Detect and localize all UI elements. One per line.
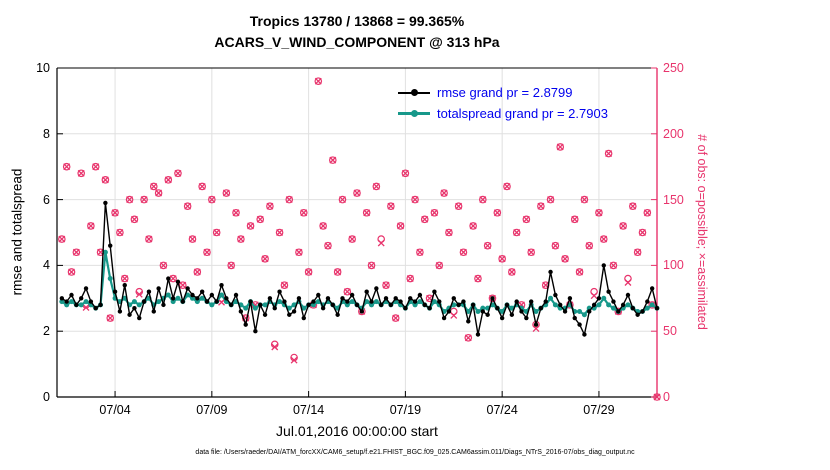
x-tick-label: 07/29 [583, 403, 615, 417]
y-left-tick-label: 6 [43, 192, 50, 207]
y-left-tick-label: 8 [43, 126, 50, 141]
legend-label-rmse: rmse grand pr = 2.8799 [437, 85, 573, 100]
chart-title: Tropics 13780 / 13868 = 99.365% [249, 13, 465, 29]
data-file-caption: data file: /Users/raeder/DAI/ATM_forcXX/… [195, 449, 635, 456]
rmse-line-sample-icon [398, 88, 430, 97]
x-tick-label: 07/24 [486, 403, 518, 417]
chart-subtitle: ACARS_V_WIND_COMPONENT @ 313 hPa [214, 34, 500, 50]
y-left-tick-label: 2 [43, 324, 50, 339]
legend-item-rmse: rmse grand pr = 2.8799 [398, 82, 608, 103]
legend-label-totalspread: totalspread grand pr = 2.7903 [437, 106, 608, 121]
y-right-tick-label: 50 [663, 324, 677, 339]
y-right-tick-label: 200 [663, 126, 684, 141]
y-left-tick-label: 10 [36, 61, 50, 75]
y-right-tick-label: 250 [663, 61, 684, 75]
y-right-tick-label: 150 [663, 192, 684, 207]
legend: rmse grand pr = 2.8799 totalspread grand… [398, 82, 608, 124]
x-tick-label: 07/04 [99, 403, 131, 417]
y-left-tick-label: 0 [43, 390, 50, 404]
x-axis-label: Jul.01,2016 00:00:00 start [276, 423, 438, 439]
y-axis-label-right: # of obs: o=possible; ×=assimilated [695, 134, 709, 330]
y-left-tick-label: 4 [43, 258, 50, 273]
totalspread-line-sample-icon [398, 109, 430, 118]
legend-item-totalspread: totalspread grand pr = 2.7903 [398, 103, 608, 124]
y-axis-label-left: rmse and totalspread [9, 168, 25, 296]
x-tick-label: 07/09 [196, 403, 228, 417]
x-tick-label: 07/19 [389, 403, 422, 417]
y-right-tick-label: 0 [663, 390, 670, 404]
x-tick-label: 07/14 [292, 403, 325, 417]
y-right-tick-label: 100 [663, 258, 684, 273]
